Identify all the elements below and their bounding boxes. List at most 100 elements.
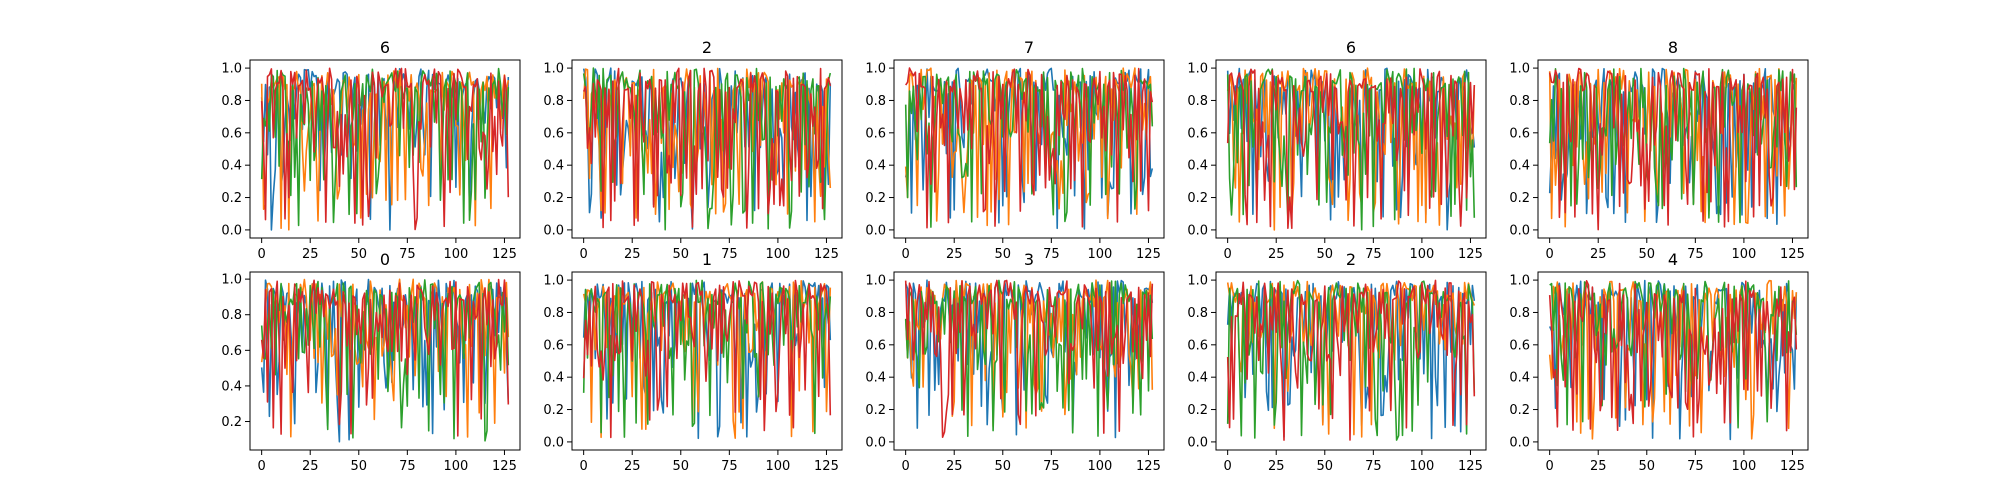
y-tick-label: 0.2	[865, 403, 886, 418]
subplot-title: 2	[1346, 250, 1356, 269]
x-tick-label: 50	[1639, 459, 1656, 474]
y-tick-label: 0.2	[1509, 403, 1530, 418]
x-tick-label: 75	[1365, 459, 1382, 474]
series-line-2	[1226, 67, 1476, 231]
x-tick-label: 125	[1458, 459, 1483, 474]
axes-frame	[249, 59, 521, 239]
x-tick-label: 100	[1731, 247, 1756, 262]
y-tick-label: 0.6	[221, 126, 242, 141]
y-tick-label: 0.0	[1509, 435, 1530, 450]
x-tick-label: 100	[1731, 459, 1756, 474]
axes-frame	[1215, 59, 1487, 239]
x-tick-label: 125	[1458, 247, 1483, 262]
x-tick-label: 0	[902, 459, 910, 474]
y-tick-label: 0.2	[543, 191, 564, 206]
subplot-title: 2	[702, 38, 712, 57]
y-tick-label: 0.4	[543, 371, 564, 386]
subplot-9: 0 25 50 75 100 125 0.0 0.2 0.4 0.6 0.8 1.0 4	[1509, 250, 1809, 474]
y-tick-label: 0.4	[221, 159, 242, 174]
subplot-5: 0 25 50 75 100 125 0.2 0.4 0.6 0.8 1.0 0	[221, 250, 521, 474]
x-tick-label: 100	[1409, 247, 1434, 262]
x-tick-label: 75	[721, 247, 738, 262]
x-tick-label: 100	[1409, 459, 1434, 474]
subplot-title: 6	[380, 38, 390, 57]
x-tick-label: 75	[1365, 247, 1382, 262]
y-tick-label: 0.2	[221, 415, 242, 430]
axes-frame	[1537, 271, 1809, 451]
axes-frame	[571, 59, 843, 239]
x-tick-label: 125	[492, 247, 517, 262]
y-tick-label: 0.4	[1509, 159, 1530, 174]
x-tick-label: 0	[258, 459, 266, 474]
axes-frame	[1537, 59, 1809, 239]
x-tick-label: 25	[302, 459, 319, 474]
x-tick-label: 25	[1268, 247, 1285, 262]
y-tick-label: 0.0	[1509, 223, 1530, 238]
subplot-title: 0	[380, 250, 390, 269]
x-tick-label: 75	[399, 459, 416, 474]
series-line-3	[904, 279, 1154, 438]
x-tick-label: 0	[580, 247, 588, 262]
y-tick-label: 0.6	[1509, 126, 1530, 141]
x-tick-label: 0	[258, 247, 266, 262]
x-tick-label: 0	[580, 459, 588, 474]
x-tick-label: 0	[1546, 459, 1554, 474]
x-tick-label: 50	[673, 459, 690, 474]
x-tick-label: 100	[1087, 247, 1112, 262]
x-tick-label: 25	[624, 247, 641, 262]
series-line-3	[582, 279, 832, 439]
y-tick-label: 0.6	[865, 338, 886, 353]
y-tick-label: 0.8	[1187, 306, 1208, 321]
x-tick-label: 25	[946, 459, 963, 474]
y-tick-label: 1.0	[1187, 274, 1208, 289]
y-tick-label: 0.0	[543, 223, 564, 238]
y-tick-label: 0.0	[865, 435, 886, 450]
y-tick-label: 0.8	[1509, 306, 1530, 321]
subplot-1: 0 25 50 75 100 125 0.0 0.2 0.4 0.6 0.8 1.0 2	[543, 38, 843, 262]
subplot-4: 0 25 50 75 100 125 0.0 0.2 0.4 0.6 0.8 1.0 8	[1509, 38, 1809, 262]
y-tick-label: 0.2	[1509, 191, 1530, 206]
subplot-title: 1	[702, 250, 712, 269]
x-tick-label: 125	[814, 247, 839, 262]
x-tick-label: 0	[1224, 247, 1232, 262]
axes-frame	[249, 271, 521, 451]
axes-frame	[571, 271, 843, 451]
subplot-title: 7	[1024, 38, 1034, 57]
y-tick-label: 0.8	[865, 94, 886, 109]
y-tick-label: 0.6	[1187, 126, 1208, 141]
y-tick-label: 0.2	[543, 403, 564, 418]
subplot-8: 0 25 50 75 100 125 0.0 0.2 0.4 0.6 0.8 1.0 2	[1187, 250, 1487, 474]
y-tick-label: 0.4	[1509, 371, 1530, 386]
y-tick-label: 1.0	[865, 62, 886, 77]
y-tick-label: 0.0	[865, 223, 886, 238]
x-tick-label: 25	[946, 247, 963, 262]
x-tick-label: 125	[1136, 459, 1161, 474]
series-line-2	[582, 67, 832, 231]
y-tick-label: 0.4	[1187, 371, 1208, 386]
y-tick-label: 0.4	[865, 159, 886, 174]
x-tick-label: 75	[399, 247, 416, 262]
y-tick-label: 0.8	[865, 306, 886, 321]
x-tick-label: 0	[1224, 459, 1232, 474]
x-tick-label: 25	[302, 247, 319, 262]
series-line-3	[1548, 280, 1798, 438]
y-tick-label: 0.4	[543, 159, 564, 174]
subplot-title: 3	[1024, 250, 1034, 269]
subplot-2: 0 25 50 75 100 125 0.0 0.2 0.4 0.6 0.8 1.0 7	[865, 38, 1165, 262]
series-line-2	[904, 279, 1154, 437]
y-tick-label: 0.8	[221, 94, 242, 109]
x-tick-label: 100	[1087, 459, 1112, 474]
x-tick-label: 50	[995, 459, 1012, 474]
y-tick-label: 1.0	[543, 274, 564, 289]
y-tick-label: 1.0	[865, 274, 886, 289]
y-tick-label: 0.6	[1509, 338, 1530, 353]
x-tick-label: 0	[1546, 247, 1554, 262]
series-line-3	[1226, 68, 1476, 229]
y-tick-label: 1.0	[543, 62, 564, 77]
x-tick-label: 125	[814, 459, 839, 474]
x-tick-label: 50	[1317, 459, 1334, 474]
subplot-7: 0 25 50 75 100 125 0.0 0.2 0.4 0.6 0.8 1.0 3	[865, 250, 1165, 474]
x-tick-label: 75	[1687, 459, 1704, 474]
y-tick-label: 0.8	[1509, 94, 1530, 109]
